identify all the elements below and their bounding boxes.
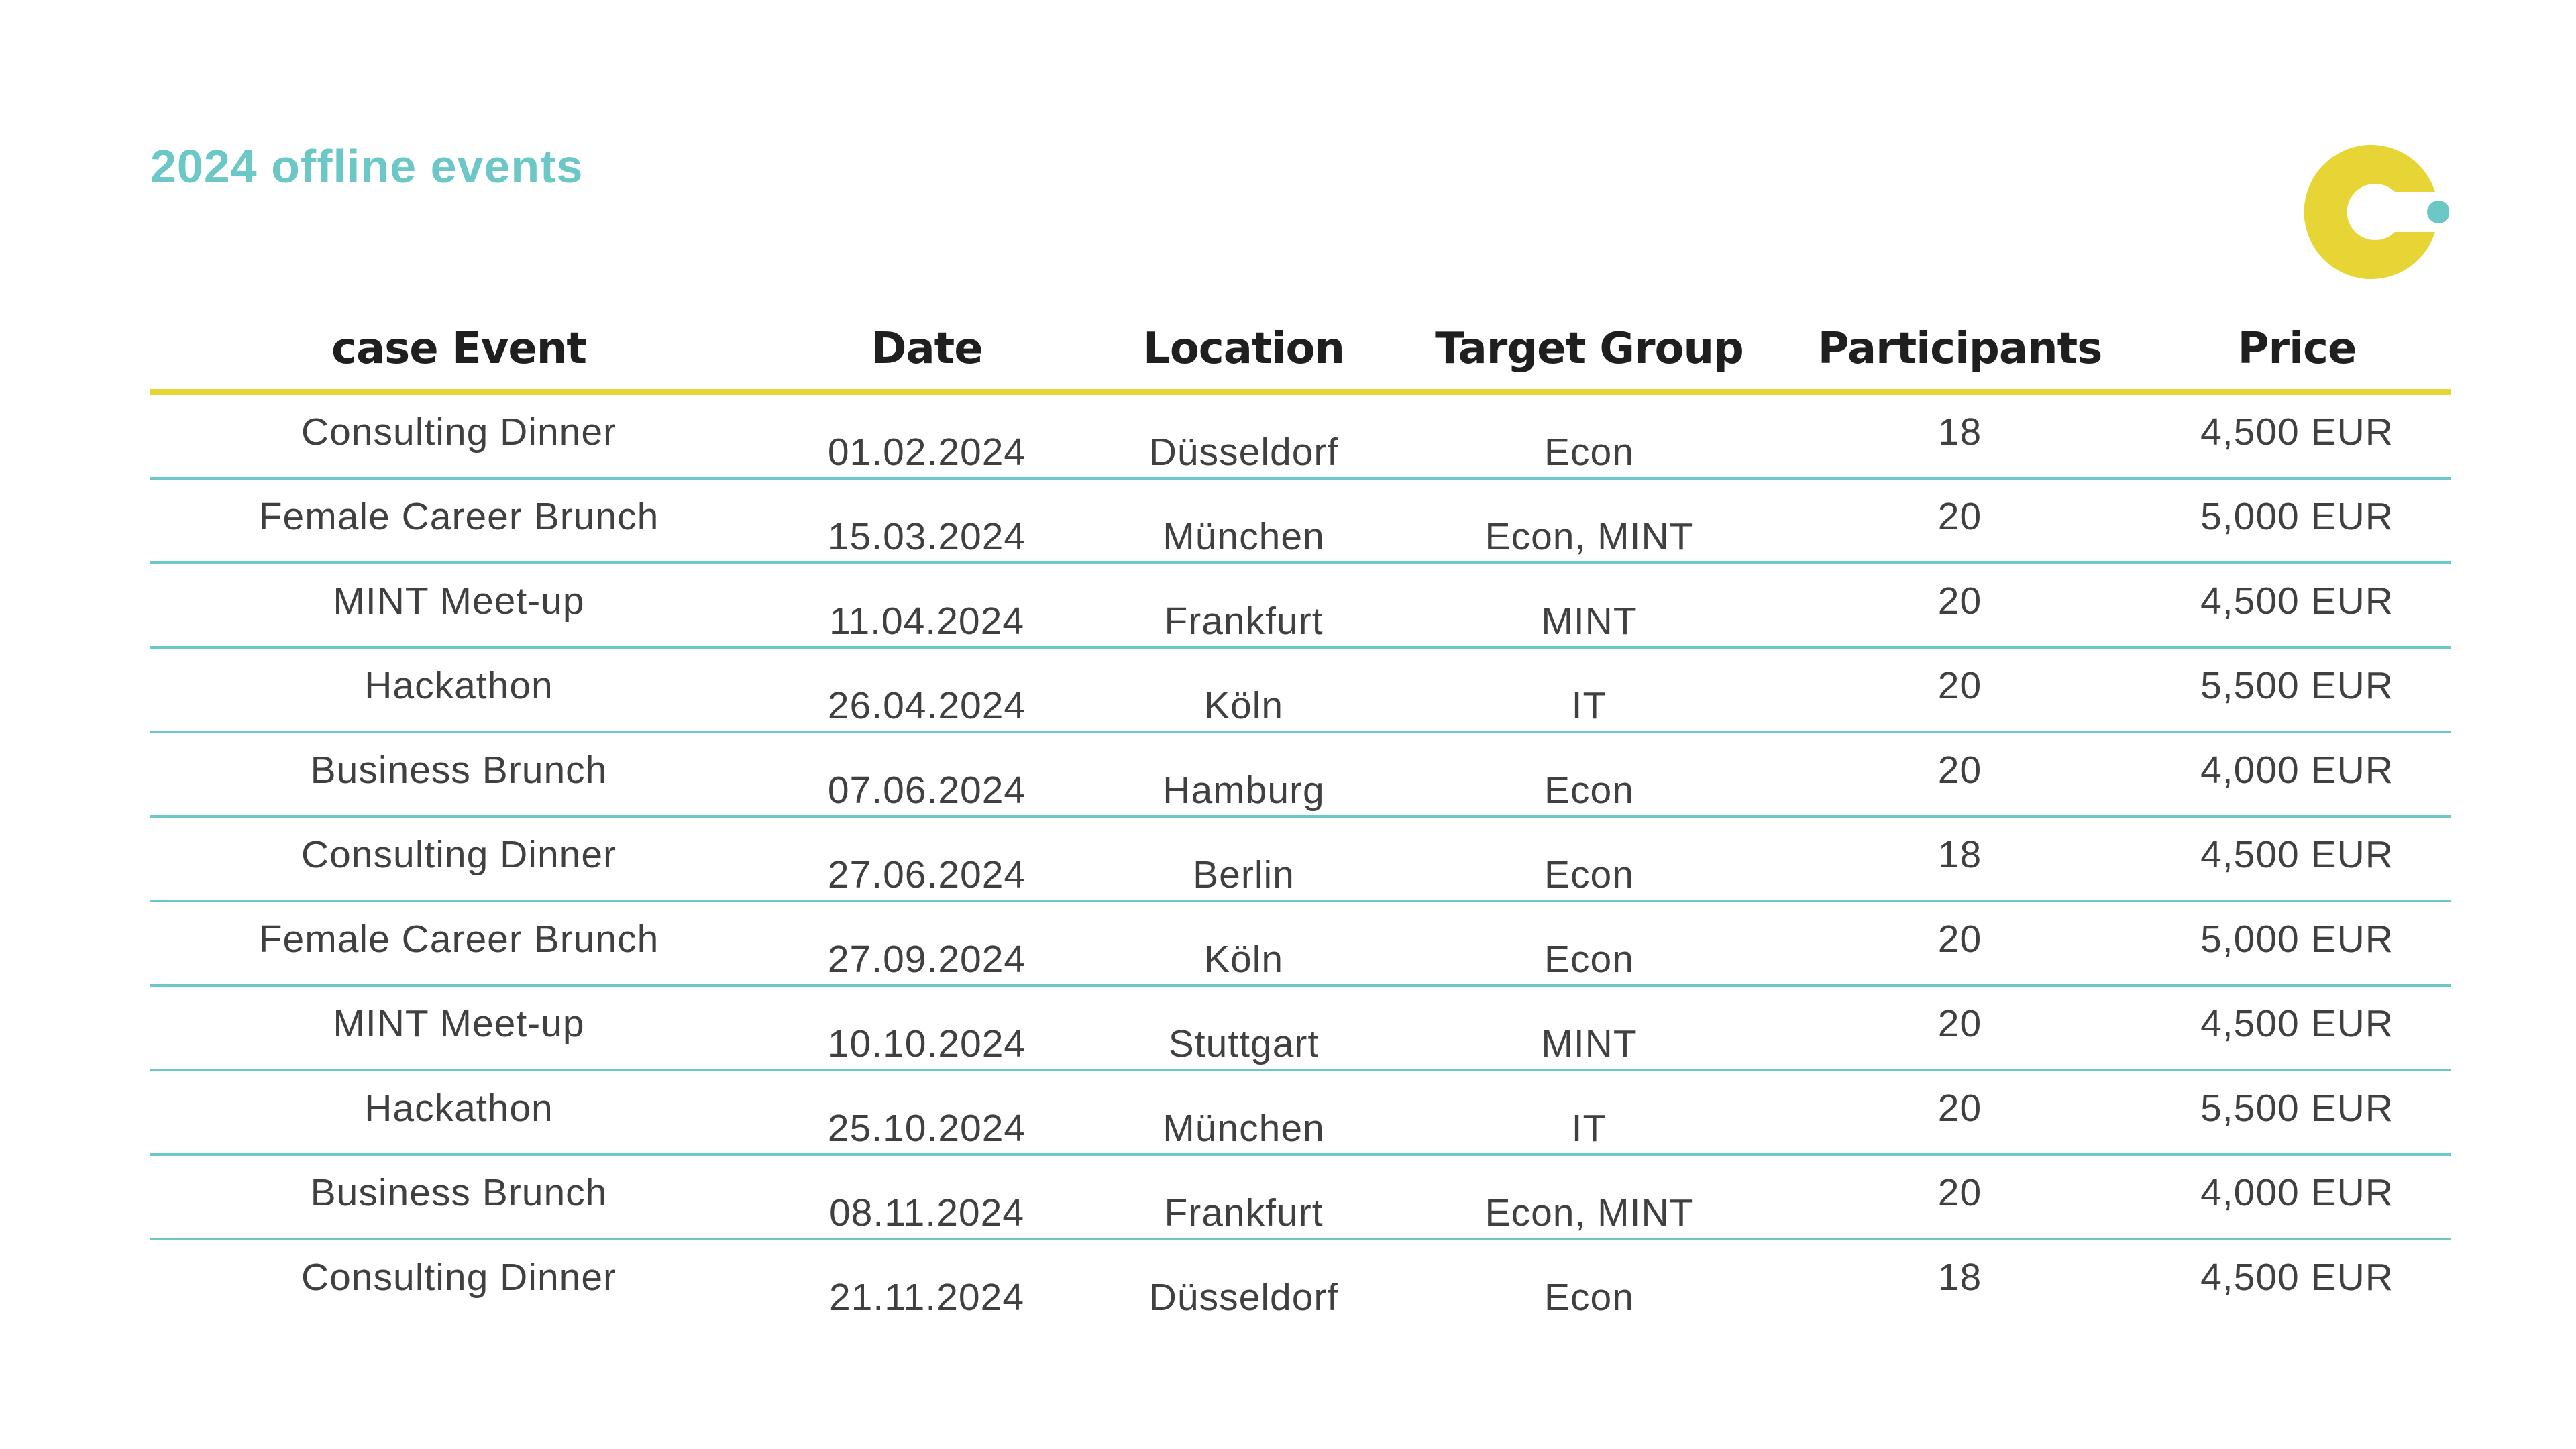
cell-price: 4,000 EUR (2200, 1171, 2394, 1214)
table-row: MINT Meet-up 10.10.2024 Stuttgart MINT 2… (150, 987, 2451, 1071)
cell-event: Female Career Brunch (258, 495, 659, 538)
cell-participants: 20 (1937, 495, 1982, 538)
cell-location: München (1163, 1107, 1325, 1150)
table-row: Hackathon 26.04.2024 Köln IT 20 5,500 EU… (150, 649, 2451, 733)
cell-price: 5,000 EUR (2200, 495, 2394, 538)
cell-price: 4,500 EUR (2200, 833, 2394, 876)
table-row: Business Brunch 07.06.2024 Hamburg Econ … (150, 733, 2451, 818)
cell-date: 25.10.2024 (827, 1107, 1026, 1150)
cell-price: 4,500 EUR (2200, 1002, 2394, 1045)
cell-event: Consulting Dinner (301, 833, 617, 876)
cell-date: 21.11.2024 (828, 1276, 1025, 1319)
cell-location: Berlin (1193, 853, 1295, 896)
cell-location: Frankfurt (1164, 600, 1324, 643)
cell-location: Stuttgart (1168, 1022, 1320, 1065)
cell-participants: 18 (1937, 1256, 1982, 1299)
cell-price: 5,000 EUR (2200, 918, 2394, 961)
cell-target-group: Econ (1544, 853, 1634, 896)
logo-dot (2427, 201, 2449, 223)
logo-c-shape (2304, 145, 2435, 279)
cell-participants: 18 (1937, 833, 1982, 876)
cell-date: 15.03.2024 (827, 515, 1026, 558)
cell-location: Frankfurt (1164, 1191, 1324, 1234)
header-participants: Participants (1817, 324, 2103, 374)
cell-price: 4,500 EUR (2200, 1256, 2394, 1299)
cell-event: Business Brunch (310, 1171, 608, 1214)
cell-target-group: IT (1571, 684, 1607, 727)
header-price: Price (2237, 324, 2357, 374)
cell-target-group: Econ (1544, 431, 1634, 474)
cell-target-group: MINT (1541, 1022, 1638, 1065)
header-location: Location (1143, 324, 1345, 374)
cell-price: 4,500 EUR (2200, 411, 2394, 453)
cell-date: 07.06.2024 (827, 769, 1026, 812)
table-row: Business Brunch 08.11.2024 Frankfurt Eco… (150, 1156, 2451, 1240)
cell-location: Hamburg (1163, 769, 1325, 812)
cell-target-group: Econ (1544, 769, 1634, 812)
table-row: Consulting Dinner 21.11.2024 Düsseldorf … (150, 1240, 2451, 1322)
cell-participants: 20 (1937, 580, 1982, 623)
table-row: Female Career Brunch 27.09.2024 Köln Eco… (150, 902, 2451, 987)
cell-location: Düsseldorf (1148, 1276, 1339, 1319)
header-event: case Event (331, 324, 587, 374)
cell-price: 4,500 EUR (2200, 580, 2394, 623)
brand-logo-icon (2304, 145, 2449, 279)
cell-target-group: MINT (1541, 600, 1638, 643)
cell-event: Consulting Dinner (301, 411, 617, 453)
cell-price: 5,500 EUR (2200, 664, 2394, 707)
cell-target-group: Econ (1544, 938, 1634, 981)
header-target-group: Target Group (1435, 324, 1744, 374)
cell-event: Female Career Brunch (258, 918, 659, 961)
cell-target-group: IT (1571, 1107, 1607, 1150)
table-row: Female Career Brunch 15.03.2024 München … (150, 480, 2451, 564)
cell-location: München (1163, 515, 1325, 558)
cell-date: 01.02.2024 (827, 431, 1026, 474)
events-table: case Event Date Location Target Group Pa… (150, 315, 2451, 1322)
cell-location: Köln (1203, 684, 1284, 727)
table-row: Hackathon 25.10.2024 München IT 20 5,500… (150, 1071, 2451, 1156)
cell-participants: 20 (1937, 664, 1982, 707)
table-row: Consulting Dinner 27.06.2024 Berlin Econ… (150, 818, 2451, 902)
header-date: Date (871, 324, 983, 374)
cell-target-group: Econ (1544, 1276, 1634, 1319)
cell-event: Business Brunch (310, 749, 608, 792)
cell-price: 4,000 EUR (2200, 749, 2394, 792)
cell-participants: 20 (1937, 1002, 1982, 1045)
cell-target-group: Econ, MINT (1485, 1191, 1694, 1234)
cell-date: 27.06.2024 (827, 853, 1026, 896)
cell-event: Hackathon (364, 1087, 553, 1130)
table-row: Consulting Dinner 01.02.2024 Düsseldorf … (150, 395, 2451, 480)
cell-participants: 20 (1937, 1087, 1982, 1130)
cell-date: 08.11.2024 (828, 1191, 1025, 1234)
cell-target-group: Econ, MINT (1485, 515, 1694, 558)
cell-event: Hackathon (364, 664, 553, 707)
cell-event: MINT Meet-up (333, 580, 585, 623)
cell-participants: 20 (1937, 749, 1982, 792)
cell-date: 27.09.2024 (827, 938, 1026, 981)
table-row: MINT Meet-up 11.04.2024 Frankfurt MINT 2… (150, 564, 2451, 649)
cell-participants: 20 (1937, 1171, 1982, 1214)
cell-date: 11.04.2024 (828, 600, 1025, 643)
cell-participants: 18 (1937, 411, 1982, 453)
cell-price: 5,500 EUR (2200, 1087, 2394, 1130)
cell-date: 26.04.2024 (827, 684, 1026, 727)
cell-participants: 20 (1937, 918, 1982, 961)
cell-location: Düsseldorf (1148, 431, 1339, 474)
cell-location: Köln (1203, 938, 1284, 981)
table-header: case Event Date Location Target Group Pa… (150, 315, 2451, 395)
cell-event: Consulting Dinner (301, 1256, 617, 1299)
cell-event: MINT Meet-up (333, 1002, 585, 1045)
page-title: 2024 offline events (150, 140, 584, 193)
cell-date: 10.10.2024 (827, 1022, 1026, 1065)
